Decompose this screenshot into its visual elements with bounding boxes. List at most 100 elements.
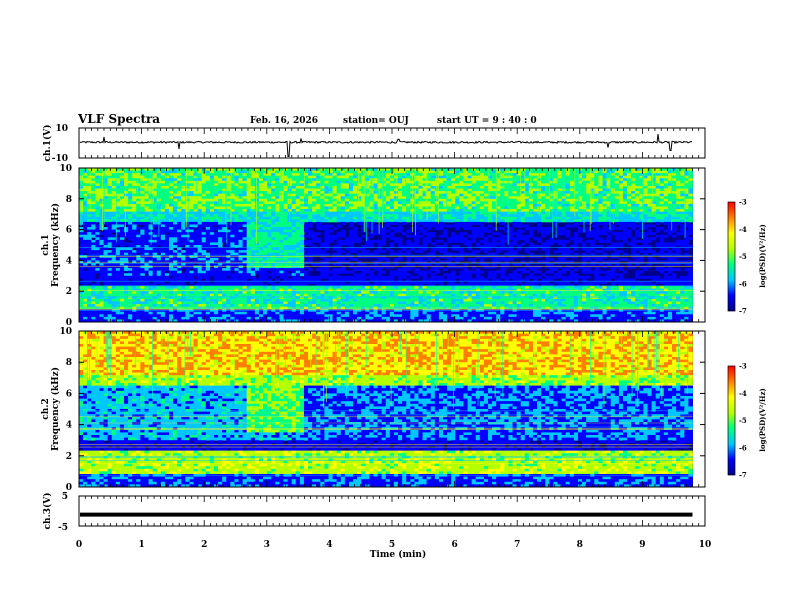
spectrogram-cell [91,224,96,228]
spectrogram-cell [144,255,149,259]
spectrogram-cell [340,214,346,218]
spectrogram-cell [209,198,215,202]
spectrogram-cell [242,175,248,179]
spectrogram-cell [168,201,174,205]
spectrogram-cell [512,219,518,223]
spectrogram-cell [680,191,685,195]
spectrogram-cell [168,180,174,184]
spectrogram-cell [561,216,567,220]
spectrogram-cell [320,255,325,259]
spectrogram-cell [680,224,685,228]
spectrogram-cell [487,245,493,248]
spectrogram-cell [242,185,248,189]
spectrogram-cell [545,170,550,174]
spectrogram-cell [389,201,395,205]
spectrogram-cell [430,260,436,264]
spectrogram-cell [414,227,419,230]
spectrogram-cell [132,180,137,184]
spectrogram-cell [430,206,436,210]
spectrogram-cell [487,178,493,182]
spectrogram-cell [483,229,489,233]
spectrogram-cell [279,180,284,184]
spectrogram-cell [598,216,603,220]
spectrogram-cell [336,255,342,259]
spectrogram-cell [573,242,579,246]
spectrogram-cell [447,168,452,171]
spectrogram-cell [676,209,681,213]
spectrogram-cell [79,245,84,248]
spectrogram-cell [455,209,460,213]
spectrogram-cell [119,257,125,261]
spectrogram-cell [123,209,129,213]
spectrogram-cell [267,252,272,256]
spectrogram-cell [303,180,309,184]
spectrogram-cell [487,173,493,177]
spectrogram-cell [263,257,268,261]
spectrogram-cell [667,221,673,225]
spectrogram-cell [447,183,452,187]
spectrogram-cell [263,209,268,213]
spectrogram-cell [594,255,599,259]
spectrogram-cell [467,206,473,210]
spectrogram-cell [459,180,464,184]
spectrogram-cell [414,193,419,197]
spectrogram-cell [655,216,661,220]
spectrogram-cell [381,239,387,243]
spectrogram-cell [205,221,211,225]
spectrogram-cell [136,170,141,174]
spectrogram-cell [443,224,448,228]
spectrogram-cell [271,193,276,197]
spectrogram-cell [508,250,513,254]
spectrogram-cell [353,196,358,200]
spectrogram-cell [226,178,231,182]
spectrogram-cell [659,175,665,179]
spectrogram-cell [471,180,477,184]
spectrogram-cell [111,262,117,266]
spectrogram-cell [389,209,395,213]
spectrogram-cell [606,211,612,215]
spectrogram-cell [606,247,612,251]
spectrogram-cell [201,239,207,243]
spectrogram-cell [275,211,280,215]
spectrogram-cell [651,203,657,207]
spectrogram-cell [438,247,444,251]
spectrogram-cell [447,237,452,241]
spectrogram-cell [357,191,362,195]
spectrogram-cell [602,203,607,207]
spectrogram-cell [504,198,509,202]
spectrogram-cell [553,234,558,238]
spectrogram-cell [586,214,591,218]
spectrogram-cell [569,201,575,205]
spectrogram-cell [672,211,677,215]
spectrogram-cell [577,209,583,213]
spectrogram-cell [635,180,640,184]
spectrogram-cell [254,234,260,238]
spectrogram-cell [213,247,219,251]
spectrogram-cell [316,239,321,243]
spectrogram-cell [471,239,477,243]
spectrogram-cell [438,250,444,254]
spectrogram-cell [663,234,669,238]
spectrogram-cell [99,185,104,189]
spectrogram-cell [87,180,92,184]
spectrogram-cell [177,209,182,213]
spectrogram-cell [168,173,174,177]
spectrogram-cell [655,198,661,202]
spectrogram-cell [414,173,419,177]
spectrogram-cell [201,255,207,259]
spectrogram-cell [353,206,358,210]
spectrogram-cell [123,227,129,230]
spectrogram-cell [373,227,378,230]
spectrogram-cell [508,193,513,197]
spectrogram-cell [128,221,133,225]
spectrogram-cell [267,168,272,171]
spectrogram-cell [267,245,272,248]
spectrogram-cell [152,203,158,207]
spectrogram-cell [177,201,182,205]
spectrogram-cell [209,211,215,215]
spectrogram-cell [422,198,428,202]
spectrogram-cell [250,211,256,215]
spectrogram-cell [83,247,88,251]
spectrogram-cell [283,234,288,238]
spectrogram-cell [418,247,423,251]
